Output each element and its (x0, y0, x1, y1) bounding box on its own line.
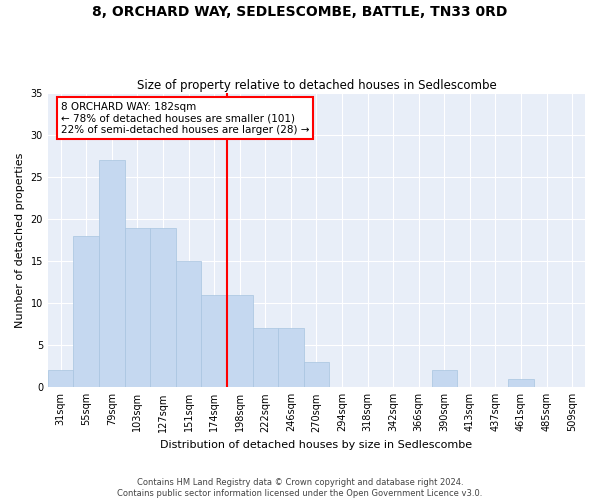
Bar (508, 379, 534, 388)
Text: 8, ORCHARD WAY, SEDLESCOMBE, BATTLE, TN33 0RD: 8, ORCHARD WAY, SEDLESCOMBE, BATTLE, TN3… (92, 5, 508, 19)
Bar (99, 160, 125, 388)
Bar (304, 362, 329, 388)
Bar (176, 261, 202, 388)
Bar (125, 228, 150, 388)
Bar (48, 370, 73, 388)
Bar (150, 228, 176, 388)
Bar (227, 295, 253, 388)
Text: 8 ORCHARD WAY: 182sqm
← 78% of detached houses are smaller (101)
22% of semi-det: 8 ORCHARD WAY: 182sqm ← 78% of detached … (61, 102, 309, 135)
Bar (202, 295, 227, 388)
Title: Size of property relative to detached houses in Sedlescombe: Size of property relative to detached ho… (137, 79, 496, 92)
Bar (278, 328, 304, 388)
Y-axis label: Number of detached properties: Number of detached properties (15, 152, 25, 328)
Text: Contains HM Land Registry data © Crown copyright and database right 2024.
Contai: Contains HM Land Registry data © Crown c… (118, 478, 482, 498)
Bar (73, 236, 99, 388)
X-axis label: Distribution of detached houses by size in Sedlescombe: Distribution of detached houses by size … (160, 440, 473, 450)
Bar (253, 328, 278, 388)
Bar (431, 370, 457, 388)
